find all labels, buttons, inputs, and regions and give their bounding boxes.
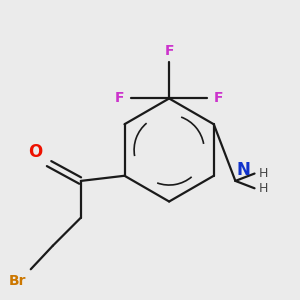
Text: F: F — [214, 92, 224, 106]
Text: Br: Br — [9, 274, 26, 288]
Text: O: O — [28, 143, 43, 161]
Text: H: H — [259, 167, 268, 180]
Text: F: F — [164, 44, 174, 58]
Text: F: F — [115, 92, 124, 106]
Text: H: H — [259, 182, 268, 195]
Text: N: N — [236, 161, 250, 179]
